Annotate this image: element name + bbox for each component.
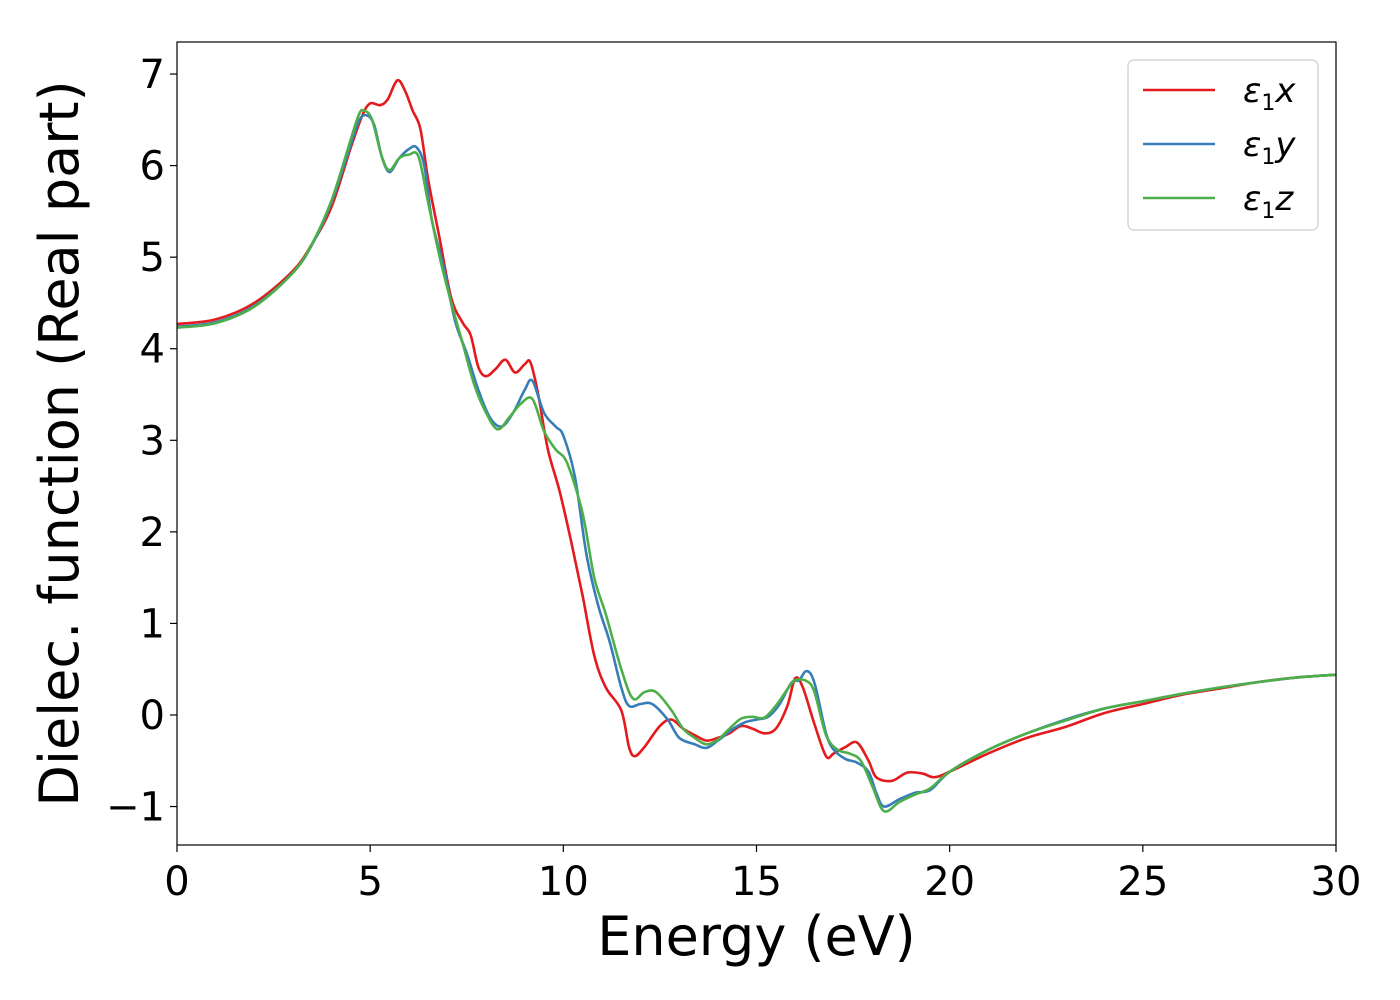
x-tick-label: 15 [731, 859, 782, 905]
legend-box [1127, 59, 1319, 231]
legend-entry-z: ε1z [1243, 179, 1294, 224]
x-tick-label: 5 [357, 859, 382, 905]
x-tick-label: 20 [924, 859, 975, 905]
y-axis-label: Dielec. function (Real part) [28, 80, 91, 806]
y-tick-label: 5 [140, 235, 165, 281]
y-tick-label: −1 [106, 785, 165, 831]
series-layer [177, 78, 1336, 813]
legend: ε1x ε1y ε1z [1127, 59, 1319, 231]
y-tick-label: 7 [140, 52, 165, 98]
x-tick-label: 30 [1311, 859, 1362, 905]
series-line-x [177, 78, 1336, 783]
y-tick-label: 3 [140, 418, 165, 464]
x-tick-label: 25 [1117, 859, 1168, 905]
y-tick-label: 4 [140, 327, 165, 373]
y-tick-label: 0 [140, 693, 165, 739]
axes-layer: 0 5 10 15 20 25 30 −1 0 1 2 3 4 5 6 7 [106, 41, 1362, 905]
x-tick-label: 0 [164, 859, 189, 905]
y-tick-label: 6 [140, 144, 165, 190]
legend-entry-x: ε1x [1243, 71, 1296, 116]
series-line-z [177, 108, 1336, 813]
y-tick-label: 1 [140, 601, 165, 647]
legend-entry-y: ε1y [1243, 125, 1296, 170]
x-tick-label: 10 [538, 859, 589, 905]
y-tick-label: 2 [140, 510, 165, 556]
x-axis-label: Energy (eV) [597, 905, 916, 968]
